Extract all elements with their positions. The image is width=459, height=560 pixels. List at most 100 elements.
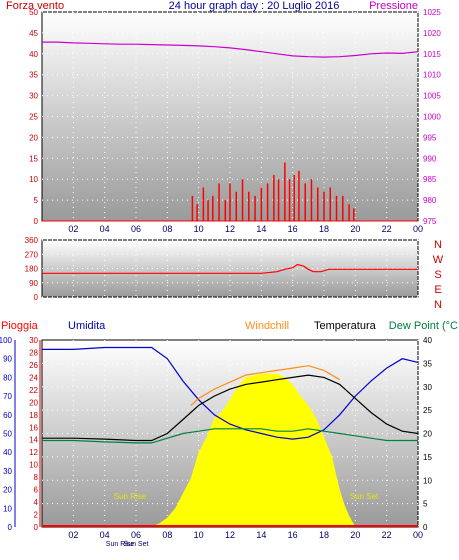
pressure-line (42, 41, 419, 58)
rain-y-axis-tick-label: 12 (29, 448, 38, 457)
direction-y-axis-tick-label: 270 (25, 250, 39, 259)
temp-x-axis-tick-label: 08 (162, 530, 172, 540)
wind-y-axis-tick-label: 30 (29, 92, 38, 101)
temp-x-axis-tick-label: 06 (131, 530, 141, 540)
rain-y-axis-tick-label: 20 (29, 398, 38, 407)
pressure-y-axis-tick-label: 1005 (423, 92, 441, 101)
temp-y-axis-tick-label: 15 (423, 453, 432, 462)
wind-direction-line (42, 263, 418, 274)
humidity-y-axis-tick-label: 70 (3, 392, 12, 401)
pressure-y-axis-tick-label: 990 (423, 154, 437, 163)
pressure-y-axis-tick-label: 1020 (423, 29, 441, 38)
sunset-label: Sun Set (350, 492, 379, 501)
rain-y-axis-tick-label: 26 (29, 361, 38, 370)
rain-y-axis-tick-label: 10 (29, 461, 38, 470)
humidity-y-axis-tick-label: 60 (3, 411, 12, 420)
direction-y-axis-tick-label: 180 (25, 265, 39, 274)
temp-y-axis-tick-label: 10 (423, 476, 432, 485)
wind-x-axis-tick-label: 04 (100, 224, 110, 234)
temp-y-axis-tick-label: 20 (423, 430, 432, 439)
temp-x-axis-tick-label: 02 (68, 530, 78, 540)
wind-direction-plot-area (41, 239, 419, 298)
humidity-y-axis-tick-label: 0 (8, 523, 13, 532)
temp-y-axis-tick-label: 0 (423, 523, 428, 532)
compass-label-n: N (434, 239, 442, 251)
rain-y-axis-tick-label: 22 (29, 386, 38, 395)
pressure-y-axis-tick-label: 1000 (423, 113, 441, 122)
wind-x-axis-tick-label: 16 (288, 224, 298, 234)
rain-y-axis-tick-label: 24 (29, 373, 38, 382)
temp-x-axis-tick-label: 04 (100, 530, 110, 540)
pressure-y-axis-tick-label: 985 (423, 175, 437, 184)
pressure-y-axis-tick-label: 1010 (423, 71, 441, 80)
wind-x-axis-tick-label: 06 (131, 224, 141, 234)
rain-y-axis-tick-label: 28 (29, 348, 38, 357)
sunrise-axis-label: Sun Rise (106, 541, 135, 548)
temp-y-axis-tick-label: 35 (423, 359, 432, 368)
sunrise-label: Sun Rise (114, 492, 147, 501)
pressure-y-axis-tick-label: 975 (423, 217, 437, 226)
temp-x-axis-tick-label: 20 (350, 530, 360, 540)
temp-x-axis-tick-label: 12 (225, 530, 235, 540)
wind-x-axis-tick-label: 02 (68, 224, 78, 234)
compass-label-s: S (434, 269, 441, 281)
pressure-y-axis-tick-label: 1015 (423, 50, 441, 59)
humidity-y-axis-tick-label: 20 (3, 486, 12, 495)
direction-y-axis-tick-label: 360 (25, 236, 39, 245)
wind-x-axis-tick-label: 22 (382, 224, 392, 234)
wind-y-axis-tick-label: 10 (29, 175, 38, 184)
wind-x-axis-tick-label: 08 (162, 224, 172, 234)
humidity-y-axis-tick-label: 50 (3, 430, 12, 439)
wind-y-axis-tick-label: 25 (29, 113, 38, 122)
rain-y-axis-tick-label: 4 (34, 498, 39, 507)
rain-y-axis-tick-label: 6 (34, 486, 39, 495)
wind-y-axis-tick-label: 20 (29, 133, 38, 142)
wind-y-axis-tick-label: 50 (29, 8, 38, 17)
wind-x-axis-tick-label: 00 (413, 224, 423, 234)
rain-y-axis-tick-label: 18 (29, 411, 38, 420)
humidity-y-axis-tick-label: 30 (3, 467, 12, 476)
temp-x-axis-tick-label: 18 (319, 530, 329, 540)
humidity-y-axis-tick-label: 10 (3, 504, 12, 513)
windchill-line (190, 365, 341, 406)
rain-y-axis-tick-label: 2 (34, 511, 39, 520)
windchill-legend: Windchill (245, 320, 289, 332)
rain-y-axis-tick-label: 14 (29, 436, 38, 445)
wind-x-axis-tick-label: 12 (225, 224, 235, 234)
temp-x-axis-tick-label: 10 (194, 530, 204, 540)
dewpoint-line (42, 428, 418, 444)
sunset-axis-label: Sun Set (124, 541, 149, 548)
humidity-axis-label: Umidita (68, 320, 106, 332)
wind-x-axis-tick-label: 10 (194, 224, 204, 234)
rain-y-axis-tick-label: 30 (29, 336, 38, 345)
temp-x-axis-tick-label: 16 (288, 530, 298, 540)
rain-y-axis-tick-label: 8 (34, 473, 39, 482)
temperature-line (42, 374, 419, 442)
rain-y-axis-tick-label: 0 (34, 523, 39, 532)
wind-x-axis-tick-label: 14 (256, 224, 266, 234)
direction-y-axis-tick-label: 0 (34, 293, 39, 302)
wind-y-axis-tick-label: 45 (29, 29, 38, 38)
humidity-y-axis-tick-label: 100 (0, 336, 13, 345)
temp-y-axis-tick-label: 5 (423, 500, 428, 509)
humidity-y-axis-tick-label: 40 (3, 448, 12, 457)
direction-y-axis-tick-label: 90 (29, 279, 38, 288)
temp-y-axis-tick-label: 25 (423, 406, 432, 415)
pressure-axis-label: Pressione (369, 0, 418, 12)
pressure-y-axis-tick-label: 995 (423, 133, 437, 142)
humidity-y-axis-tick-label: 80 (3, 373, 12, 382)
pressure-y-axis-tick-label: 980 (423, 196, 437, 205)
wind-y-axis-tick-label: 40 (29, 50, 38, 59)
dewpoint-legend: Dew Point (°C (389, 320, 458, 332)
temp-y-axis-tick-label: 30 (423, 383, 432, 392)
humidity-y-axis-tick-label: 90 (3, 355, 12, 364)
temperature-legend: Temperatura (314, 320, 377, 332)
wind-y-axis-tick-label: 0 (34, 217, 39, 226)
solar-radiation-area (42, 373, 418, 527)
wind-y-axis-tick-label: 5 (34, 196, 39, 205)
temp-y-axis-tick-label: 40 (423, 336, 432, 345)
compass-label-n: N (434, 299, 442, 311)
compass-label-w: W (433, 254, 444, 266)
